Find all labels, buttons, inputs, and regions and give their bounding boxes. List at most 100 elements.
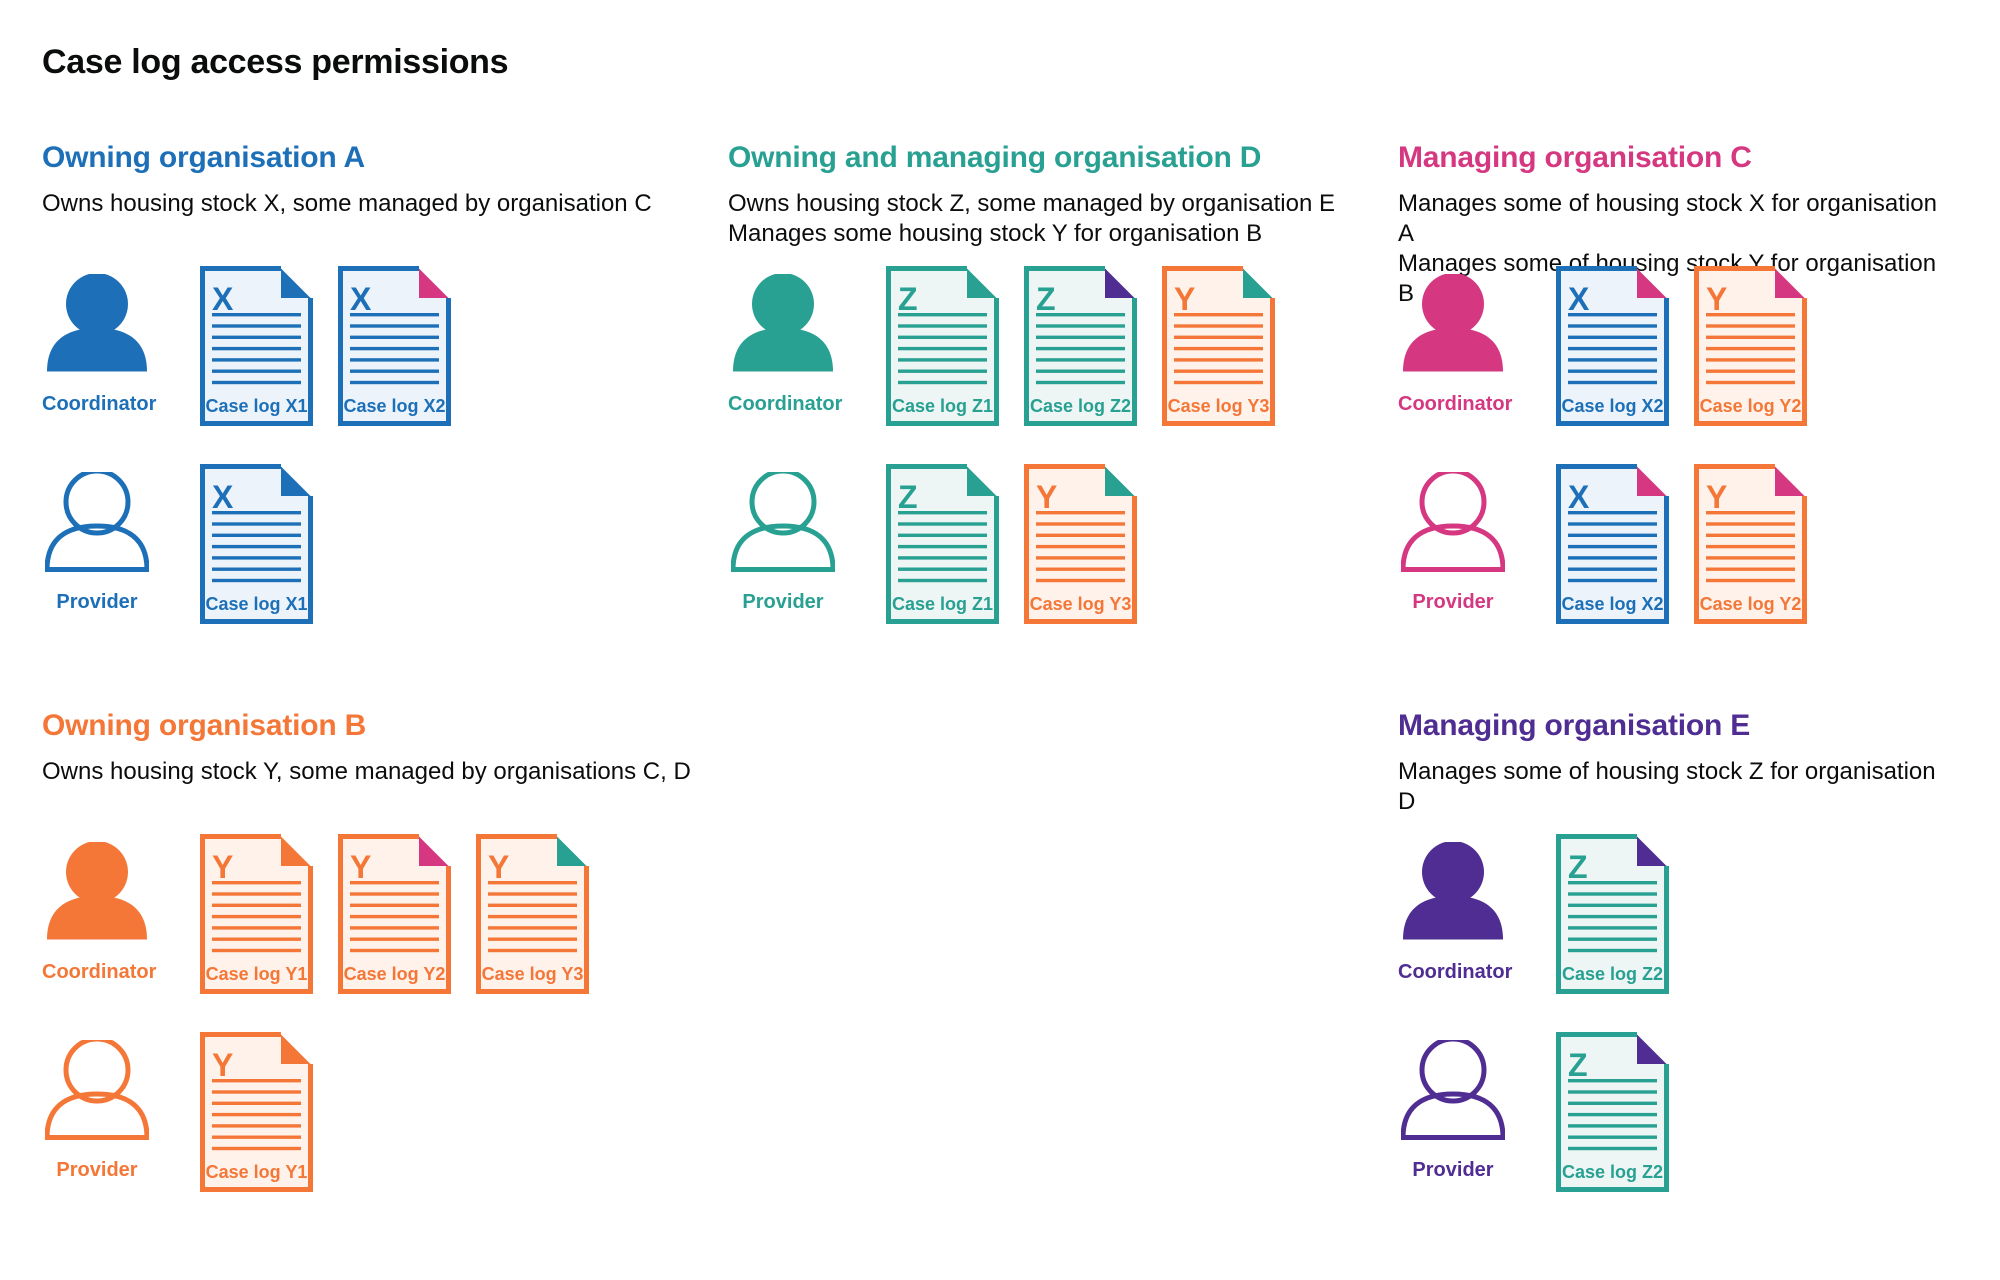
role-label: Provider bbox=[56, 591, 138, 613]
case-log-label: Case log Y3 bbox=[482, 964, 584, 984]
document-fold-corner-icon bbox=[281, 466, 311, 496]
document-fold-corner-icon bbox=[419, 268, 449, 298]
case-log-document: X Case log X2 bbox=[1556, 266, 1669, 426]
person-outline-icon bbox=[731, 472, 835, 572]
case-log-documents: X Case log X1 bbox=[200, 464, 313, 662]
document-icon: Z Case log Z1 bbox=[886, 266, 999, 426]
document-fold-corner-icon bbox=[1637, 1034, 1667, 1064]
housing-stock-letter: Z bbox=[898, 281, 918, 317]
actor-icon-column: Provider bbox=[1398, 464, 1556, 662]
housing-stock-letter: X bbox=[212, 281, 234, 317]
section-managing-organisation-e: Managing organisation E Manages some of … bbox=[1398, 710, 1958, 1230]
section-description-line: Manages some of housing stock Y for orga… bbox=[1398, 250, 1937, 307]
document-paper bbox=[886, 464, 999, 624]
actor-icon-column: Coordinator bbox=[42, 834, 200, 1032]
document-text-lines bbox=[1568, 1079, 1657, 1151]
housing-stock-letter: Y bbox=[350, 849, 371, 885]
actor-icon-column: Provider bbox=[1398, 1032, 1556, 1230]
document-paper bbox=[476, 834, 589, 994]
role-label: Provider bbox=[1412, 591, 1494, 613]
case-log-document: Y Case log Y2 bbox=[1694, 464, 1807, 624]
housing-stock-letter: Z bbox=[898, 479, 918, 515]
document-paper bbox=[1024, 464, 1137, 624]
organisation-description: Owns housing stock X, some managed by or… bbox=[42, 189, 728, 266]
organisation-description: Manages some of housing stock Z for orga… bbox=[1398, 757, 1958, 834]
section-managing-organisation-c: Managing organisation C Manages some of … bbox=[1398, 142, 1958, 710]
organisation-title: Managing organisation C bbox=[1398, 141, 1752, 174]
actor-rows: Coordinator Z Case log Z2 Pr bbox=[1398, 834, 1958, 1230]
actor-row: Provider Y Case log Y1 bbox=[42, 1032, 728, 1230]
person-filled-icon bbox=[733, 274, 833, 372]
person-outline-icon bbox=[45, 472, 149, 572]
document-text-lines bbox=[1174, 313, 1263, 385]
organisation-description: Owns housing stock Y, some managed by or… bbox=[42, 757, 728, 834]
document-icon: X Case log X2 bbox=[338, 266, 451, 426]
document-fold-corner-icon bbox=[967, 466, 997, 496]
document-paper bbox=[338, 266, 451, 426]
actor-icon-column: Coordinator bbox=[728, 266, 886, 464]
case-log-documents: Y Case log Y1 bbox=[200, 1032, 313, 1230]
page-title: Case log access permissions bbox=[42, 43, 509, 81]
case-log-document: Y Case log Y1 bbox=[200, 834, 313, 994]
document-icon: Y Case log Y3 bbox=[1024, 464, 1137, 624]
case-log-documents: Z Case log Z1 Y Case log Y3 bbox=[886, 464, 1137, 662]
document-fold-corner-icon bbox=[1637, 836, 1667, 866]
organisation-description: Owns housing stock Z, some managed by or… bbox=[728, 189, 1398, 266]
case-log-document: Z Case log Z1 bbox=[886, 464, 999, 624]
document-fold-corner-icon bbox=[1243, 268, 1273, 298]
housing-stock-letter: Y bbox=[1706, 281, 1727, 317]
case-log-document: Z Case log Z2 bbox=[1556, 1032, 1669, 1192]
case-log-label: Case log Y1 bbox=[206, 1162, 308, 1182]
document-icon: X Case log X1 bbox=[200, 464, 313, 624]
document-fold-corner-icon bbox=[1637, 268, 1667, 298]
role-label: Coordinator bbox=[1398, 961, 1513, 983]
document-icon: Y Case log Y2 bbox=[1694, 266, 1807, 426]
document-text-lines bbox=[350, 313, 439, 385]
case-log-label: Case log Y1 bbox=[206, 964, 308, 984]
case-log-documents: Y Case log Y1 Y Case log Y2 bbox=[200, 834, 589, 1032]
document-fold-corner-icon bbox=[1105, 466, 1135, 496]
case-log-label: Case log Z2 bbox=[1562, 1162, 1663, 1182]
housing-stock-letter: Y bbox=[1174, 281, 1195, 317]
actor-row: Coordinator X Case log X1 bbox=[42, 266, 728, 464]
actor-row: Provider Z Case log Z2 bbox=[1398, 1032, 1958, 1230]
document-text-lines bbox=[212, 881, 301, 953]
document-text-lines bbox=[1706, 313, 1795, 385]
document-fold-corner-icon bbox=[281, 1034, 311, 1064]
document-icon: Z Case log Z2 bbox=[1024, 266, 1137, 426]
person-outline-icon bbox=[45, 1040, 149, 1140]
document-icon: Y Case log Y2 bbox=[338, 834, 451, 994]
case-log-document: Z Case log Z1 bbox=[886, 266, 999, 426]
role-label: Provider bbox=[742, 591, 824, 613]
case-log-document: Z Case log Z2 bbox=[1556, 834, 1669, 994]
case-log-documents: Z Case log Z2 bbox=[1556, 1032, 1669, 1230]
section-description-line: Owns housing stock Y, some managed by or… bbox=[42, 758, 691, 785]
document-text-lines bbox=[350, 881, 439, 953]
document-paper bbox=[1556, 266, 1669, 426]
document-text-lines bbox=[1036, 511, 1125, 583]
housing-stock-letter: Y bbox=[212, 1047, 233, 1083]
actor-row: Provider X Case log X2 bbox=[1398, 464, 1958, 662]
case-log-documents: X Case log X1 X Case log X2 bbox=[200, 266, 451, 464]
document-paper bbox=[1694, 266, 1807, 426]
actor-row: Coordinator Z Case log Z1 bbox=[728, 266, 1398, 464]
document-text-lines bbox=[1706, 511, 1795, 583]
section-owning-organisation-b: Owning organisation B Owns housing stock… bbox=[42, 710, 728, 1230]
actor-icon-column: Coordinator bbox=[1398, 266, 1556, 464]
actor-rows: Coordinator Z Case log Z1 bbox=[728, 266, 1398, 662]
role-label: Provider bbox=[56, 1159, 138, 1181]
document-paper bbox=[1162, 266, 1275, 426]
document-paper bbox=[1024, 266, 1137, 426]
case-log-document: Y Case log Y1 bbox=[200, 1032, 313, 1192]
organisation-title: Managing organisation E bbox=[1398, 709, 1751, 742]
document-text-lines bbox=[898, 511, 987, 583]
document-icon: Z Case log Z2 bbox=[1556, 834, 1669, 994]
document-text-lines bbox=[212, 511, 301, 583]
document-icon: Y Case log Y1 bbox=[200, 834, 313, 994]
document-icon: Y Case log Y3 bbox=[476, 834, 589, 994]
case-log-label: Case log Z2 bbox=[1030, 396, 1131, 416]
case-log-document: X Case log X2 bbox=[338, 266, 451, 426]
document-text-lines bbox=[488, 881, 577, 953]
actor-row: Coordinator X Case log X2 bbox=[1398, 266, 1958, 464]
role-label: Provider bbox=[1412, 1159, 1494, 1181]
